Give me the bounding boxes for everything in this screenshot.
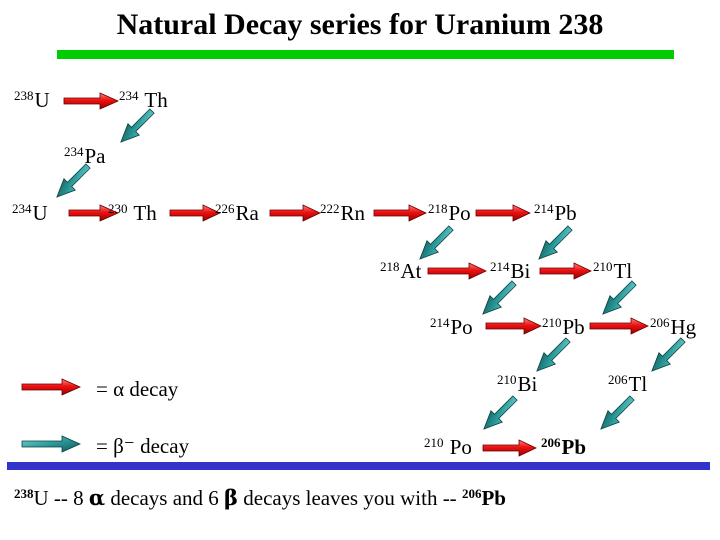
- beta-arrow: [419, 225, 454, 260]
- alpha-arrow: [539, 262, 592, 280]
- alpha-arrow: [169, 204, 221, 222]
- alpha-arrow: [475, 204, 531, 222]
- beta-arrow: [538, 225, 573, 260]
- beta-arrow: [56, 163, 91, 198]
- bottom-divider: [7, 462, 710, 470]
- nuclide-hg206: 206Hg: [650, 315, 697, 339]
- beta-arrow: [120, 108, 155, 143]
- nuclide-u238: 238U: [14, 88, 50, 112]
- nuclide-pa234: 234Pa: [64, 144, 106, 168]
- nuclide-po214: 214Po: [430, 315, 473, 339]
- nuclide-rn222: 222Rn: [320, 201, 366, 225]
- nuclide-pb210: 210Pb: [542, 315, 585, 339]
- beta-arrow: [600, 395, 635, 430]
- alpha-arrow: [427, 262, 487, 280]
- beta-arrow-legend: [21, 435, 81, 453]
- summary-start-text: U -- 8: [33, 486, 89, 510]
- alpha-arrow: [68, 204, 119, 222]
- page-title: Natural Decay series for Uranium 238: [116, 8, 604, 41]
- nuclide-pb206: 206Pb: [541, 435, 587, 459]
- nuclide-u234: 234U: [12, 201, 48, 225]
- title-underline: [57, 50, 674, 59]
- summary-end-text: decays leaves you with --: [238, 486, 462, 510]
- summary-end-symbol: Pb: [481, 486, 506, 510]
- alpha-arrow: [63, 92, 119, 110]
- alpha-arrow: [485, 317, 542, 335]
- nuclide-th234: 234 Th: [119, 88, 168, 112]
- alpha-arrow: [482, 439, 537, 457]
- nuclide-pb214: 214Pb: [534, 201, 577, 225]
- alpha-arrow: [373, 204, 427, 222]
- nuclide-at218: 218At: [380, 259, 422, 283]
- nuclide-bi214: 214Bi: [490, 259, 531, 283]
- beta-arrow: [536, 337, 571, 372]
- nuclide-po210: 210 Po: [424, 435, 472, 459]
- summary-start-mass: 238: [14, 486, 34, 501]
- summary-middle-text: decays and 6: [105, 486, 225, 510]
- nuclide-tl210: 210Tl: [593, 259, 633, 283]
- beta-arrow: [483, 395, 518, 430]
- alpha-arrow: [269, 204, 321, 222]
- nuclide-th230: 230 Th: [108, 201, 157, 225]
- summary-line: 238U -- 8 α decays and 6 β decays leaves…: [14, 487, 506, 509]
- alpha-arrow-legend: [21, 378, 81, 396]
- alpha-arrow: [589, 317, 649, 335]
- nuclide-po218: 218Po: [428, 201, 471, 225]
- nuclide-tl206: 206Tl: [608, 372, 648, 396]
- summary-end-mass: 206: [461, 486, 482, 501]
- summary-beta-symbol: β: [224, 485, 238, 510]
- beta-arrow: [651, 337, 686, 372]
- beta-arrow: [482, 280, 517, 315]
- nuclide-bi210: 210Bi: [497, 372, 538, 396]
- summary-alpha-symbol: α: [88, 485, 106, 510]
- legend-beta-label: = β⁻ decay: [96, 434, 190, 458]
- nuclide-ra226: 226Ra: [215, 201, 259, 225]
- legend-alpha-label: = α decay: [96, 377, 179, 401]
- beta-arrow: [602, 280, 637, 315]
